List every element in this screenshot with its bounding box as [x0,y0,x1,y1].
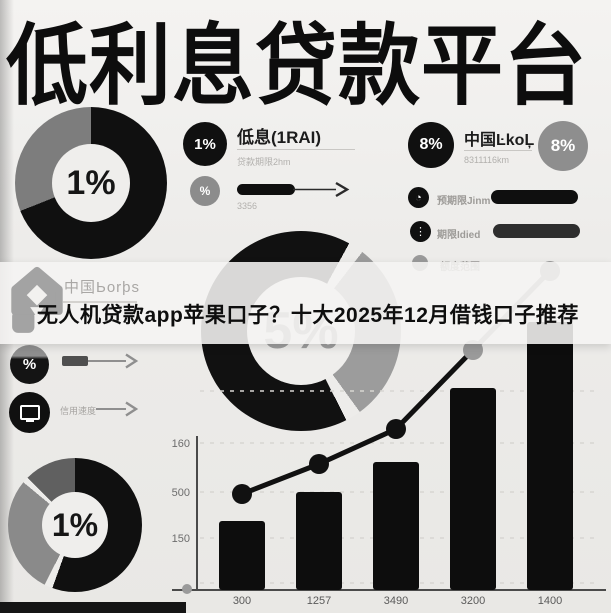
monitor-icon [9,392,50,433]
banner-brand: 中国Ьorþs [64,279,141,296]
house-icon [11,266,63,343]
divider [237,149,355,150]
svg-text:160: 160 [172,438,190,450]
banner-brand-underline [63,301,137,303]
low-interest-badge: 1% [183,122,227,166]
percent-badge: % [190,176,220,206]
row-label-term1: 预期限Jinm [437,196,491,207]
value-bar-1 [491,190,578,204]
clock-glyph: ◔ [415,191,422,204]
divider [464,150,532,151]
donut-chart-bottom-left: 1% [8,458,142,592]
dots-icon: ⋮ [410,221,431,242]
donut-bottom-left-value: 1% [42,492,108,558]
banner-headline: 无人机贷款app苹果口子？十大2025年12月借钱口子推荐 [37,304,579,327]
donut-chart-top-left: 1% [15,107,167,259]
low-interest-subtext: 贷款期限2hm [237,157,291,167]
arrow-right-icon [335,181,350,198]
svg-text:300: 300 [233,595,251,607]
low-interest-heading: 低息(1RAI) [237,128,322,147]
arrow-right-icon [125,401,139,417]
bottom-dark-strip [0,602,186,613]
donut-top-left-value: 1% [52,144,130,222]
low-interest-footnote: 3356 [237,201,258,211]
arrow-right-icon [125,353,139,369]
credit-label: 信用速度 [60,406,97,416]
percent-metric-badge: % [10,345,49,384]
clock-icon: ◔ [408,187,429,208]
svg-text:500: 500 [172,487,190,499]
svg-text:1257: 1257 [307,595,331,607]
value-bar-2 [493,224,580,238]
china-heading: 中国ĿkoĻ [464,132,535,149]
row-label-term2: 期限Idied [437,230,481,241]
dots-glyph: ⋮ [415,226,426,238]
svg-text:1400: 1400 [538,595,562,607]
page-title: 低利息贷款平台 [6,17,588,117]
monitor-glyph [19,405,40,422]
china-side-badge: 8% [538,121,588,171]
mini-bar [62,356,88,366]
progress-pill [237,184,295,195]
china-subtext: 8311116km [464,155,510,165]
svg-text:3490: 3490 [384,595,408,607]
china-badge: 8% [408,122,454,168]
svg-text:3200: 3200 [461,595,485,607]
svg-text:150: 150 [172,533,190,545]
